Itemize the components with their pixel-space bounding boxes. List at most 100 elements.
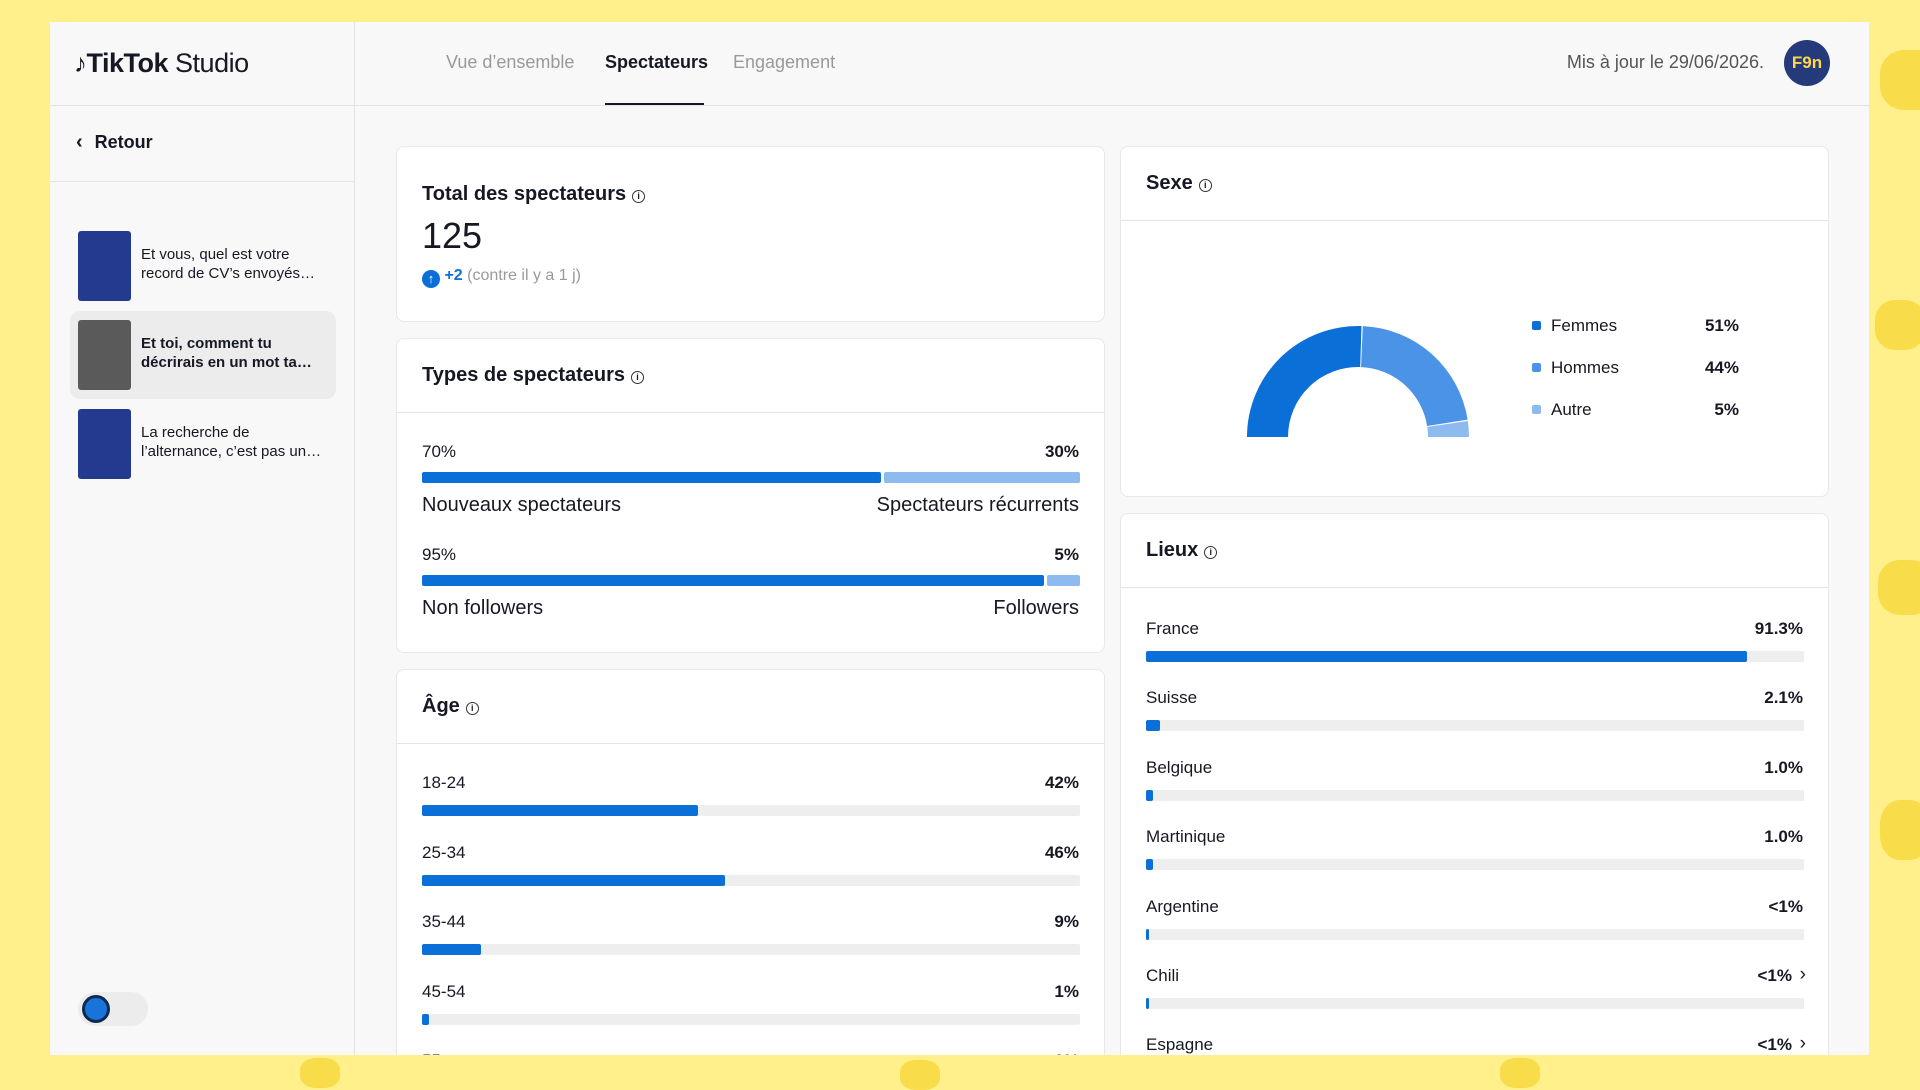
video-title: Et toi, comment tu décrirais en un mot t…: [141, 335, 312, 371]
decoration: [1878, 560, 1920, 615]
video-item[interactable]: Et toi, comment tu décrirais en un mot t…: [70, 311, 336, 399]
decoration: [1500, 1058, 1540, 1088]
toggle[interactable]: [78, 992, 148, 1026]
row-value: 1.0%: [1764, 757, 1803, 777]
row-value: 2.1%: [1764, 688, 1803, 708]
divider: [1121, 587, 1828, 588]
logo-product: Studio: [175, 48, 249, 78]
percent-label: 5%: [1054, 545, 1079, 564]
bar-track: [1146, 789, 1804, 801]
row-name: 18-24: [422, 773, 466, 792]
thumbnail: [78, 231, 131, 301]
row-value: 1%: [1054, 981, 1079, 1001]
row-value: <1%: [1768, 896, 1804, 916]
percent-label: 70%: [422, 442, 457, 461]
bar: [1146, 651, 1747, 662]
bar: [422, 1013, 429, 1025]
row-value: 42%: [1044, 773, 1079, 792]
thumbnail: [78, 320, 131, 390]
row-name: Chili: [1146, 966, 1180, 985]
donut-segment: [1361, 326, 1468, 427]
row-value: 9%: [1054, 912, 1079, 931]
bar: [1146, 928, 1150, 940]
toggle-knob: [82, 995, 110, 1023]
row-name: Argentine: [1146, 896, 1219, 916]
change-value: +2: [444, 267, 463, 284]
sidebar: ♪TikTok Studio ‹ Retour Et vous, quel est…: [50, 22, 355, 1055]
video-title: La recherche de l’alternance, c’est pas …: [141, 424, 322, 460]
row-value: 1.0%: [1764, 827, 1803, 847]
video-item[interactable]: Et vous, quel est votre record de CV’s e…: [70, 222, 336, 310]
types-card: Types de spectateurs i 70% 30% Nouveaux spe…: [396, 338, 1105, 653]
bar-right: [1047, 575, 1080, 586]
change-note: (contre il y a 1 j): [467, 267, 581, 284]
bar-right: [883, 472, 1080, 483]
legend-value: 44%: [1704, 358, 1739, 377]
bar-name: Followers: [993, 597, 1079, 619]
row-value: <1%: [1757, 1035, 1793, 1055]
video-title: Et vous, quel est votre record de CV’s e…: [141, 246, 315, 282]
divider: [1121, 220, 1828, 221]
legend-name: Autre: [1551, 400, 1592, 419]
percent-label: 95%: [422, 545, 457, 564]
legend-value: 5%: [1714, 400, 1739, 419]
card-title: Lieux: [1146, 539, 1199, 561]
bar-name: Spectateurs récurrents: [876, 494, 1079, 516]
back-label: Retour: [94, 132, 153, 152]
bar: [422, 944, 482, 955]
total-value: 125: [422, 215, 483, 256]
back-button[interactable]: ‹ Retour: [76, 131, 153, 153]
video-item[interactable]: La recherche de l’alternance, c’est pas …: [70, 400, 336, 488]
total-card: Total des spectateurs i 125 ↑ +2 (contre …: [396, 146, 1105, 322]
row-name: Suisse: [1146, 688, 1198, 708]
tab-underline: [605, 103, 704, 106]
card-title: Types de spectateurs: [422, 364, 626, 386]
bar-left: [422, 472, 881, 483]
tab[interactable]: Spectateurs: [605, 52, 709, 72]
donut-segment: [1427, 420, 1469, 437]
decoration: [1880, 50, 1920, 110]
divider: [355, 105, 1869, 106]
row-value: 91.3%: [1754, 619, 1803, 638]
row-name: 45-54: [422, 981, 466, 1001]
donut-segment: [1247, 326, 1362, 437]
decoration: [1880, 800, 1920, 860]
row-name: France: [1146, 619, 1199, 638]
legend-value: 51%: [1704, 316, 1739, 335]
divider: [50, 105, 355, 106]
row-name: 55+: [422, 1051, 451, 1055]
bar: [1146, 720, 1160, 732]
row-name: Belgique: [1146, 757, 1213, 777]
bar-track: [1146, 998, 1804, 1009]
bar-track: [1146, 651, 1804, 662]
divider: [397, 743, 1104, 744]
card-title: Sexe: [1146, 172, 1193, 194]
row-value: <1%: [1757, 966, 1793, 985]
legend-name: Hommes: [1551, 358, 1620, 377]
bar-name: Non followers: [422, 597, 544, 619]
bar-track: [422, 944, 1080, 955]
logo: ♪TikTok Studio: [74, 48, 249, 78]
sex-card: Sexe i Femmes 51% Hommes 44% Autre 5%: [1120, 146, 1829, 497]
donut-chart: [1247, 326, 1469, 437]
chevron[interactable]: ›: [1799, 1033, 1806, 1055]
avatar[interactable]: F9n: [1784, 40, 1830, 86]
bar-track: [422, 874, 1080, 886]
bar-left: [422, 575, 1045, 586]
updated-text: Mis à jour le 29/06/2026.: [1566, 52, 1764, 72]
bar: [1146, 859, 1153, 871]
bar-track: [1146, 720, 1804, 732]
row-value: 2%: [1054, 1051, 1079, 1055]
bar: [422, 805, 699, 816]
header: Vue d’ensemble Spectateurs Engagement Mis …: [355, 22, 1869, 106]
legend-swatch: [1532, 363, 1541, 372]
tab[interactable]: Engagement: [733, 52, 836, 72]
decoration: [900, 1060, 940, 1090]
tab[interactable]: Vue d’ensemble: [446, 52, 575, 72]
card-title: Total des spectateurs: [422, 183, 627, 205]
chevron[interactable]: ›: [1799, 964, 1806, 985]
row-name: Martinique: [1146, 827, 1226, 847]
change: ↑ +2 (contre il y a 1 j): [422, 267, 581, 288]
